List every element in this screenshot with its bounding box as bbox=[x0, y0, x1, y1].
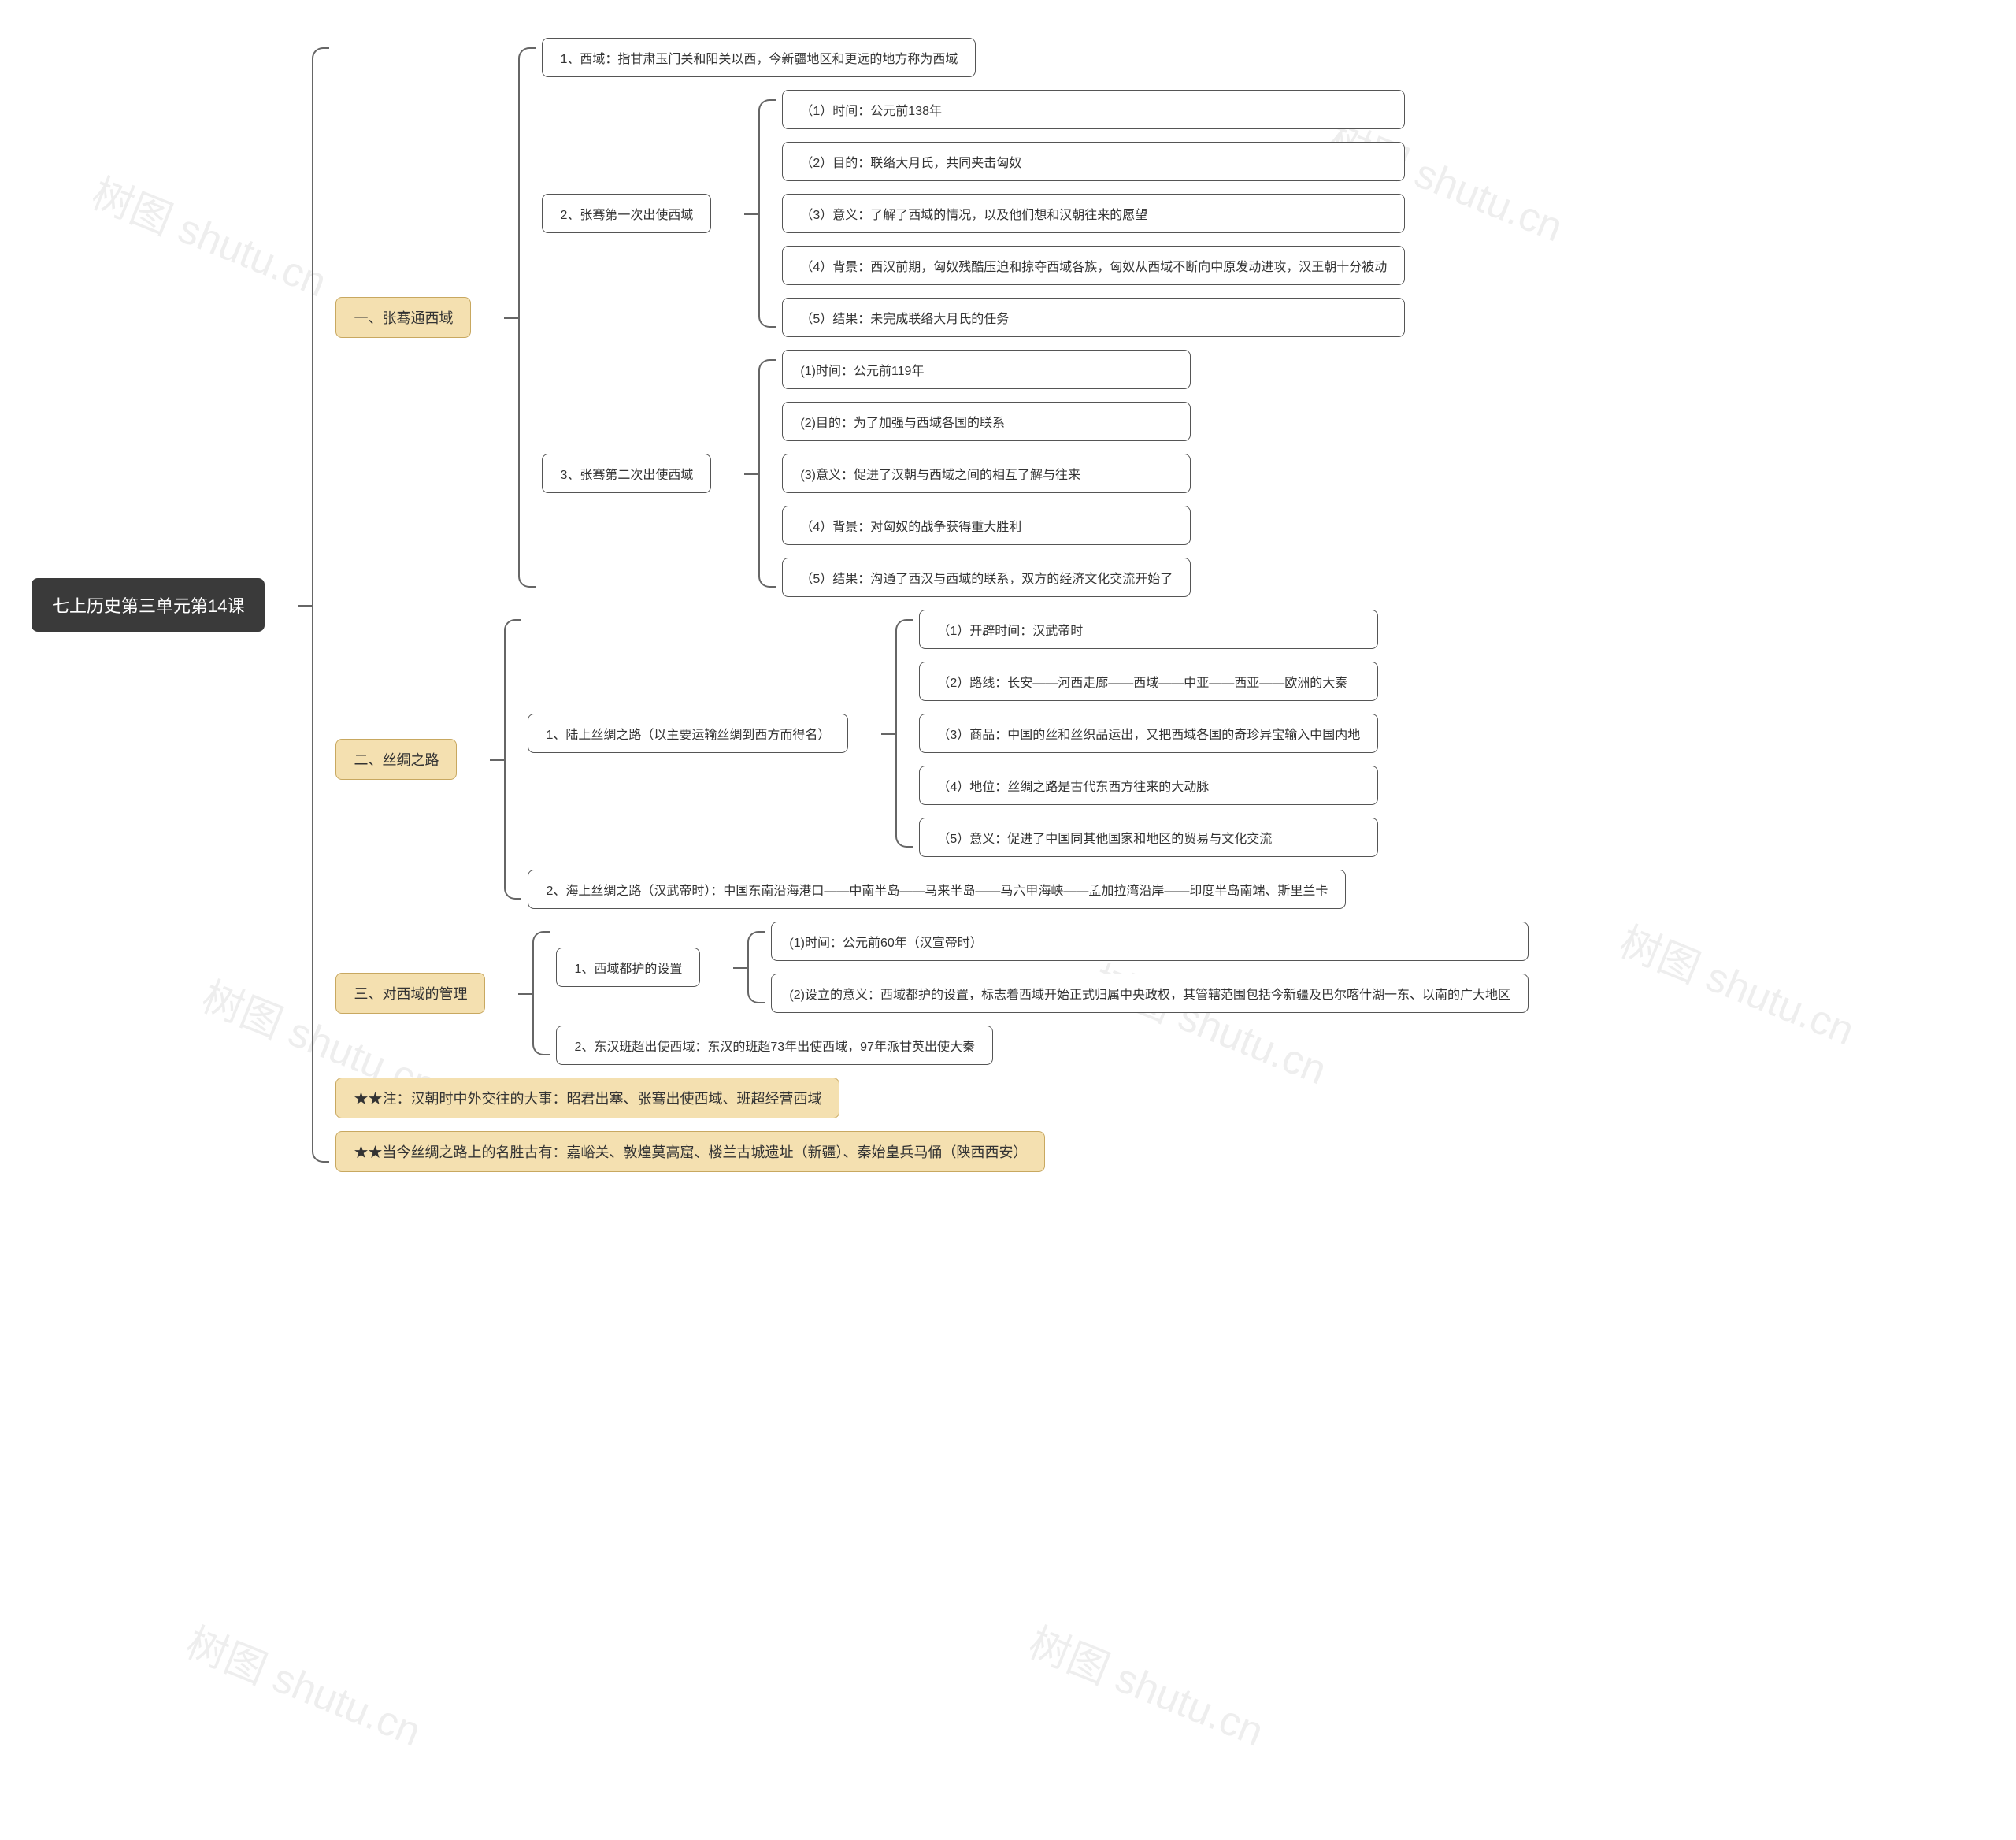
root-node: 七上历史第三单元第14课 bbox=[32, 578, 265, 632]
leaf: (2)设立的意义：西域都护的设置，标志着西域开始正式归属中央政权，其管辖范围包括… bbox=[771, 974, 1529, 1013]
leaf: （5）结果：沟通了西汉与西域的联系，双方的经济文化交流开始了 bbox=[782, 558, 1191, 597]
leaf-row: 1、西域：指甘肃玉门关和阳关以西，今新疆地区和更远的地方称为西域 bbox=[542, 32, 1405, 83]
leaf: （5）结果：未完成联络大月氏的任务 bbox=[782, 298, 1405, 337]
leaf-row: 2、东汉班超出使西域：东汉的班超73年出使西域，97年派甘英出使大秦 bbox=[556, 1019, 1528, 1071]
leaf: （1）开辟时间：汉武帝时 bbox=[919, 610, 1378, 649]
branch-row: 1、陆上丝绸之路（以主要运输丝绸到西方而得名） （1）开辟时间：汉武帝时 （2）… bbox=[528, 603, 1378, 863]
section-2-children: 1、陆上丝绸之路（以主要运输丝绸到西方而得名） （1）开辟时间：汉武帝时 （2）… bbox=[504, 603, 1378, 915]
leaf-row: 2、海上丝绸之路（汉武帝时）：中国东南沿海港口——中南半岛——马来半岛——马六甲… bbox=[528, 863, 1378, 915]
leaf: (3)意义：促进了汉朝与西域之间的相互了解与往来 bbox=[782, 454, 1191, 493]
leaf: （4）地位：丝绸之路是古代东西方往来的大动脉 bbox=[919, 766, 1378, 805]
branch: 2、张骞第一次出使西域 bbox=[542, 194, 711, 233]
leaf: （2）目的：联络大月氏，共同夹击匈奴 bbox=[782, 142, 1405, 181]
section-row: 二、丝绸之路 1、陆上丝绸之路（以主要运输丝绸到西方而得名） （1）开辟时间：汉… bbox=[335, 603, 1528, 915]
leaf: （3）商品：中国的丝和丝织品运出，又把西域各国的奇珍异宝输入中国内地 bbox=[919, 714, 1378, 753]
branch-children: （1）开辟时间：汉武帝时 （2）路线：长安——河西走廊——西域——中亚——西亚—… bbox=[895, 603, 1378, 863]
branch: 1、陆上丝绸之路（以主要运输丝绸到西方而得名） bbox=[528, 714, 848, 753]
watermark: 树图 shutu.cn bbox=[179, 1610, 431, 1758]
branch-row: 2、张骞第一次出使西域 （1）时间：公元前138年 （2）目的：联络大月氏，共同… bbox=[542, 83, 1405, 343]
section-3: 三、对西域的管理 bbox=[335, 973, 485, 1014]
note-row: ★★注：汉朝时中外交往的大事：昭君出塞、张骞出使西域、班超经营西域 bbox=[335, 1071, 1528, 1125]
leaf: （1）时间：公元前138年 bbox=[782, 90, 1405, 129]
branch-children: (1)时间：公元前119年 (2)目的：为了加强与西域各国的联系 (3)意义：促… bbox=[758, 343, 1191, 603]
leaf: (1)时间：公元前60年（汉宣帝时） bbox=[771, 922, 1529, 961]
mindmap-root-row: 七上历史第三单元第14课 一、张骞通西域 1、西域：指甘肃玉门关和阳关以西，今新… bbox=[32, 32, 1984, 1178]
leaf: （3）意义：了解了西域的情况，以及他们想和汉朝往来的愿望 bbox=[782, 194, 1405, 233]
section-1-children: 1、西域：指甘肃玉门关和阳关以西，今新疆地区和更远的地方称为西域 2、张骞第一次… bbox=[518, 32, 1405, 603]
leaf: （4）背景：对匈奴的战争获得重大胜利 bbox=[782, 506, 1191, 545]
leaf: 1、西域：指甘肃玉门关和阳关以西，今新疆地区和更远的地方称为西域 bbox=[542, 38, 976, 77]
leaf: (2)目的：为了加强与西域各国的联系 bbox=[782, 402, 1191, 441]
section-3-children: 1、西域都护的设置 (1)时间：公元前60年（汉宣帝时） (2)设立的意义：西域… bbox=[532, 915, 1528, 1071]
branch: 3、张骞第二次出使西域 bbox=[542, 454, 711, 493]
branch-children: （1）时间：公元前138年 （2）目的：联络大月氏，共同夹击匈奴 （3）意义：了… bbox=[758, 83, 1405, 343]
section-row: 一、张骞通西域 1、西域：指甘肃玉门关和阳关以西，今新疆地区和更远的地方称为西域… bbox=[335, 32, 1528, 603]
note-2: ★★当今丝绸之路上的名胜古有：嘉峪关、敦煌莫高窟、楼兰古城遗址（新疆）、秦始皇兵… bbox=[335, 1131, 1045, 1172]
watermark: 树图 shutu.cn bbox=[1021, 1610, 1273, 1758]
section-1: 一、张骞通西域 bbox=[335, 297, 471, 338]
branch-children: (1)时间：公元前60年（汉宣帝时） (2)设立的意义：西域都护的设置，标志着西… bbox=[747, 915, 1529, 1019]
note-1: ★★注：汉朝时中外交往的大事：昭君出塞、张骞出使西域、班超经营西域 bbox=[335, 1078, 839, 1118]
leaf: （2）路线：长安——河西走廊——西域——中亚——西亚——欧洲的大秦 bbox=[919, 662, 1378, 701]
leaf: (1)时间：公元前119年 bbox=[782, 350, 1191, 389]
branch-row: 1、西域都护的设置 (1)时间：公元前60年（汉宣帝时） (2)设立的意义：西域… bbox=[556, 915, 1528, 1019]
note-row: ★★当今丝绸之路上的名胜古有：嘉峪关、敦煌莫高窟、楼兰古城遗址（新疆）、秦始皇兵… bbox=[335, 1125, 1528, 1178]
section-2: 二、丝绸之路 bbox=[335, 739, 457, 780]
leaf: （4）背景：西汉前期，匈奴残酷压迫和掠夺西域各族，匈奴从西域不断向中原发动进攻，… bbox=[782, 246, 1405, 285]
branch-row: 3、张骞第二次出使西域 (1)时间：公元前119年 (2)目的：为了加强与西域各… bbox=[542, 343, 1405, 603]
branch: 1、西域都护的设置 bbox=[556, 948, 700, 987]
leaf: 2、东汉班超出使西域：东汉的班超73年出使西域，97年派甘英出使大秦 bbox=[556, 1026, 993, 1065]
leaf: 2、海上丝绸之路（汉武帝时）：中国东南沿海港口——中南半岛——马来半岛——马六甲… bbox=[528, 870, 1346, 909]
root-children: 一、张骞通西域 1、西域：指甘肃玉门关和阳关以西，今新疆地区和更远的地方称为西域… bbox=[312, 32, 1528, 1178]
leaf: （5）意义：促进了中国同其他国家和地区的贸易与文化交流 bbox=[919, 818, 1378, 857]
section-row: 三、对西域的管理 1、西域都护的设置 (1)时间：公元前60年（汉宣帝时） (2… bbox=[335, 915, 1528, 1071]
